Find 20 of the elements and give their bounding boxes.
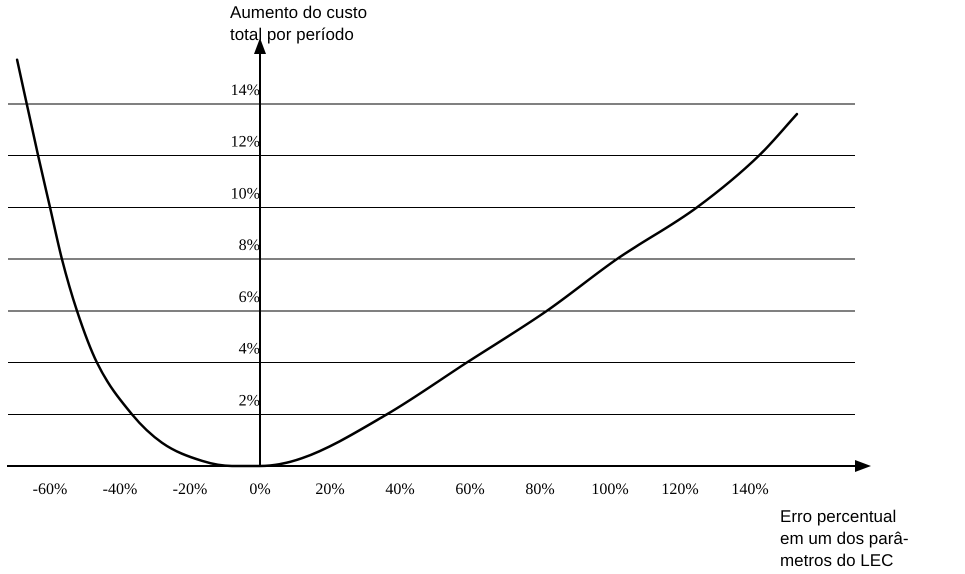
x-tick-label: 0% (249, 480, 271, 498)
x-tick-label: -60% (32, 480, 68, 498)
y-tick-label: 14% (230, 82, 260, 99)
x-tick-label: -40% (102, 480, 138, 498)
x-tick-label: 80% (525, 480, 555, 498)
y-tick-label: 8% (238, 237, 260, 254)
x-tick-label: 140% (731, 480, 769, 498)
x-tick-label: 40% (385, 480, 415, 498)
y-tick-label: 2% (238, 392, 260, 410)
y-axis-title: Aumento do custo total por período (230, 2, 368, 46)
y-tick-label: 4% (238, 340, 260, 358)
x-tick-label: 120% (661, 480, 699, 498)
x-axis-title: Erro percentual em um dos parâ- metros do LEC (780, 506, 908, 572)
x-tick-label: 20% (315, 480, 345, 498)
x-tick-label: 60% (455, 480, 485, 498)
y-tick-label: 6% (238, 288, 260, 306)
x-tick-label: -20% (172, 480, 208, 498)
y-tick-label: 12% (230, 134, 260, 151)
x-tick-label: 100% (591, 480, 629, 498)
y-tick-label: 10% (230, 185, 260, 202)
